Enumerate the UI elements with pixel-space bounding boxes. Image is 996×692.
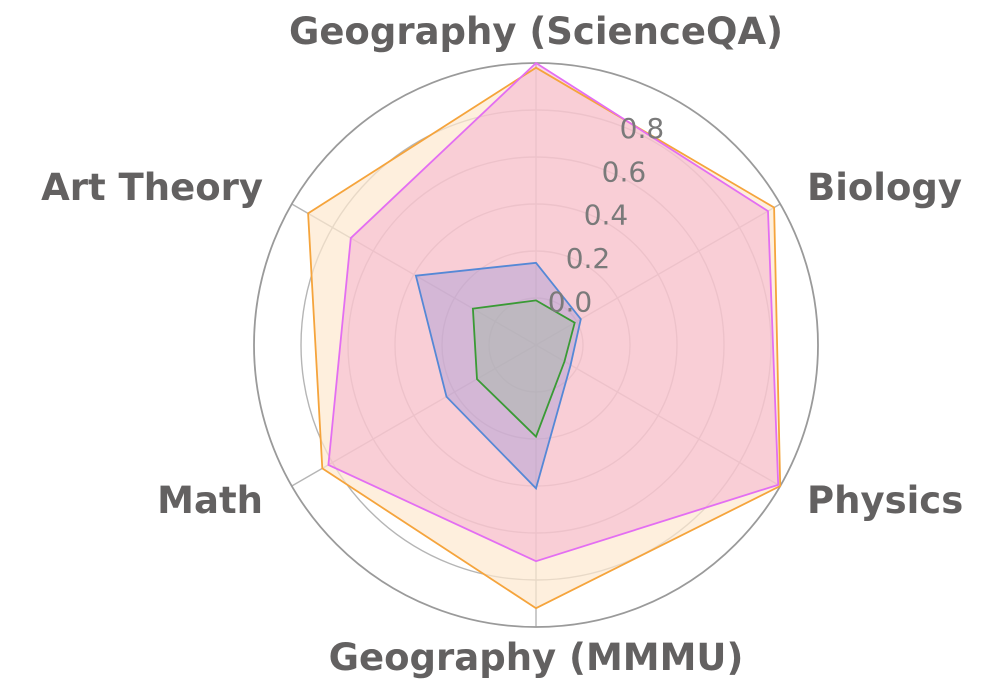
series-3-area [472,300,575,437]
axis-label-2: Physics [807,479,963,522]
tick-label-2: 0.4 [584,199,629,232]
axis-label-5: Art Theory [41,166,263,209]
series-layer [307,61,782,610]
tick-label-layer: 0.0 0.2 0.4 0.6 0.8 [548,112,664,319]
tick-label-0: 0.0 [548,286,593,319]
tick-label-3: 0.6 [602,155,647,188]
axis-label-4: Math [157,479,263,522]
series-3-line [471,299,576,439]
series-2-line [414,261,582,491]
axis-label-layer: Geography (ScienceQA) Biology Physics Geogr… [41,10,963,679]
tick-label-4: 0.8 [620,112,665,145]
series-0-line [307,66,782,610]
axis-label-1: Biology [807,166,962,209]
axis-label-0: Geography (ScienceQA) [289,10,783,53]
series-1-line [327,61,780,563]
tick-label-1: 0.2 [566,242,611,275]
axis-label-3: Geography (MMMU) [329,636,744,679]
